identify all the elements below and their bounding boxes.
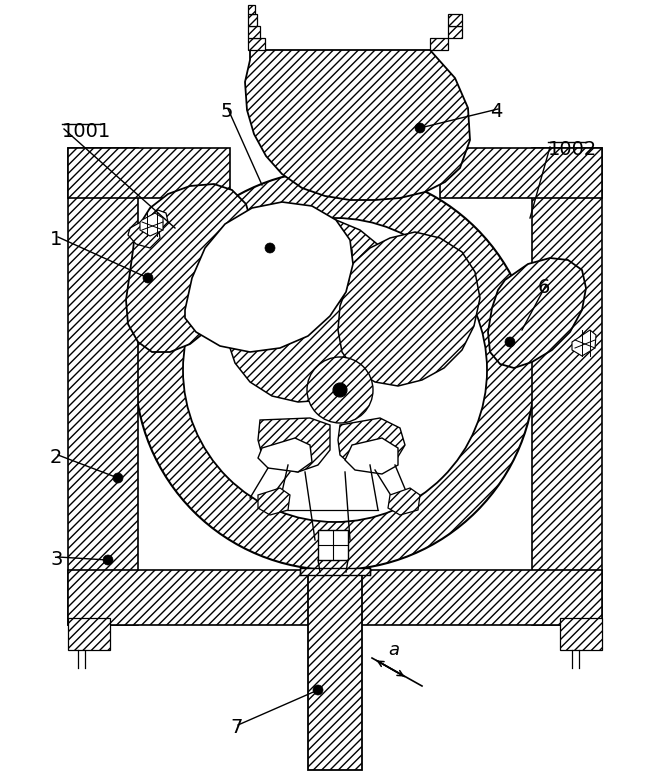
Polygon shape <box>318 530 348 560</box>
Circle shape <box>183 218 487 522</box>
Text: 1002: 1002 <box>548 140 597 159</box>
Polygon shape <box>248 38 265 50</box>
Circle shape <box>135 170 535 570</box>
Text: 5: 5 <box>220 102 232 121</box>
Polygon shape <box>430 38 448 50</box>
Polygon shape <box>308 570 362 770</box>
Polygon shape <box>448 26 462 38</box>
Text: 7: 7 <box>230 718 243 737</box>
Circle shape <box>103 555 113 565</box>
Circle shape <box>307 357 373 423</box>
Text: a: a <box>389 641 399 659</box>
Circle shape <box>265 243 275 253</box>
Polygon shape <box>440 148 602 198</box>
Polygon shape <box>560 618 602 650</box>
Polygon shape <box>68 148 230 198</box>
Text: 1: 1 <box>50 230 62 249</box>
Polygon shape <box>258 488 290 515</box>
Polygon shape <box>126 184 252 352</box>
Circle shape <box>313 685 323 695</box>
Circle shape <box>113 473 123 483</box>
Text: 4: 4 <box>490 102 502 121</box>
Text: 1001: 1001 <box>62 122 111 141</box>
Polygon shape <box>245 50 470 200</box>
Polygon shape <box>248 5 255 14</box>
Polygon shape <box>140 213 163 236</box>
Polygon shape <box>448 14 462 26</box>
Circle shape <box>505 337 515 347</box>
Text: 2: 2 <box>50 448 62 467</box>
Polygon shape <box>532 148 602 625</box>
Text: 6: 6 <box>538 278 550 297</box>
Circle shape <box>333 383 347 397</box>
Polygon shape <box>300 568 370 575</box>
Polygon shape <box>146 210 168 230</box>
Polygon shape <box>228 220 405 402</box>
Polygon shape <box>345 438 398 474</box>
Polygon shape <box>388 488 420 515</box>
Polygon shape <box>68 618 110 650</box>
Text: 3: 3 <box>50 550 62 569</box>
Polygon shape <box>128 218 160 248</box>
Polygon shape <box>258 438 312 472</box>
Circle shape <box>415 123 425 133</box>
Polygon shape <box>572 330 596 356</box>
Polygon shape <box>258 418 330 472</box>
Polygon shape <box>68 148 138 625</box>
Polygon shape <box>338 418 405 470</box>
Polygon shape <box>68 570 602 625</box>
Polygon shape <box>338 232 480 386</box>
Circle shape <box>143 273 153 283</box>
Polygon shape <box>248 26 260 38</box>
Polygon shape <box>248 14 257 26</box>
Polygon shape <box>185 202 353 352</box>
Polygon shape <box>488 258 586 368</box>
